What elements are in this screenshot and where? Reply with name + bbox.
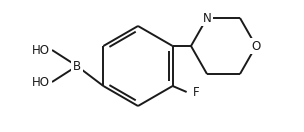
Text: O: O [251, 39, 261, 53]
Text: F: F [193, 86, 199, 98]
Text: HO: HO [32, 44, 50, 56]
Text: N: N [203, 11, 211, 25]
Text: B: B [73, 60, 81, 72]
Text: HO: HO [32, 76, 50, 88]
